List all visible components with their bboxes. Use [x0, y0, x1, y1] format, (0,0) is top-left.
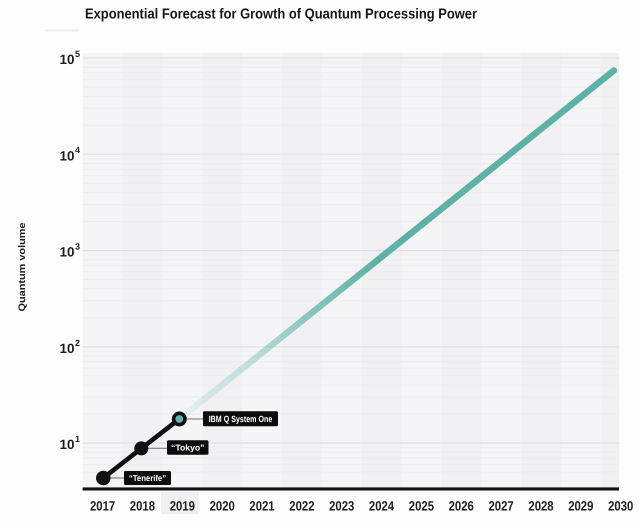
- svg-text:2024: 2024: [369, 499, 395, 514]
- svg-text:2030: 2030: [608, 499, 633, 514]
- svg-text:10: 10: [60, 245, 75, 260]
- svg-text:2026: 2026: [449, 499, 475, 514]
- svg-text:10: 10: [60, 341, 75, 356]
- svg-text:5: 5: [75, 49, 80, 59]
- svg-text:10: 10: [60, 52, 75, 67]
- svg-text:2021: 2021: [249, 499, 275, 514]
- svg-text:2025: 2025: [409, 499, 435, 514]
- svg-text:2028: 2028: [528, 499, 554, 514]
- svg-text:2029: 2029: [568, 499, 593, 514]
- svg-text:10: 10: [60, 437, 75, 452]
- svg-text:2019: 2019: [170, 499, 195, 514]
- svg-text:2018: 2018: [130, 499, 156, 514]
- svg-text:2: 2: [75, 338, 80, 348]
- svg-text:10: 10: [60, 148, 75, 163]
- svg-text:2022: 2022: [289, 499, 314, 514]
- svg-text:3: 3: [75, 242, 80, 252]
- svg-text:2020: 2020: [210, 499, 235, 514]
- svg-text:“Tenerife”: “Tenerife”: [129, 473, 166, 483]
- svg-text:“Tokyo”: “Tokyo”: [171, 443, 205, 453]
- svg-text:Exponential Forecast for Growt: Exponential Forecast for Growth of Quant…: [85, 7, 477, 23]
- svg-text:1: 1: [75, 434, 80, 444]
- svg-text:4: 4: [75, 145, 80, 155]
- svg-text:IBM Q System One: IBM Q System One: [209, 414, 273, 424]
- svg-text:2017: 2017: [90, 499, 115, 514]
- svg-text:Quantum volume: Quantum volume: [17, 223, 28, 312]
- svg-text:2023: 2023: [329, 499, 355, 514]
- svg-text:2027: 2027: [489, 499, 514, 514]
